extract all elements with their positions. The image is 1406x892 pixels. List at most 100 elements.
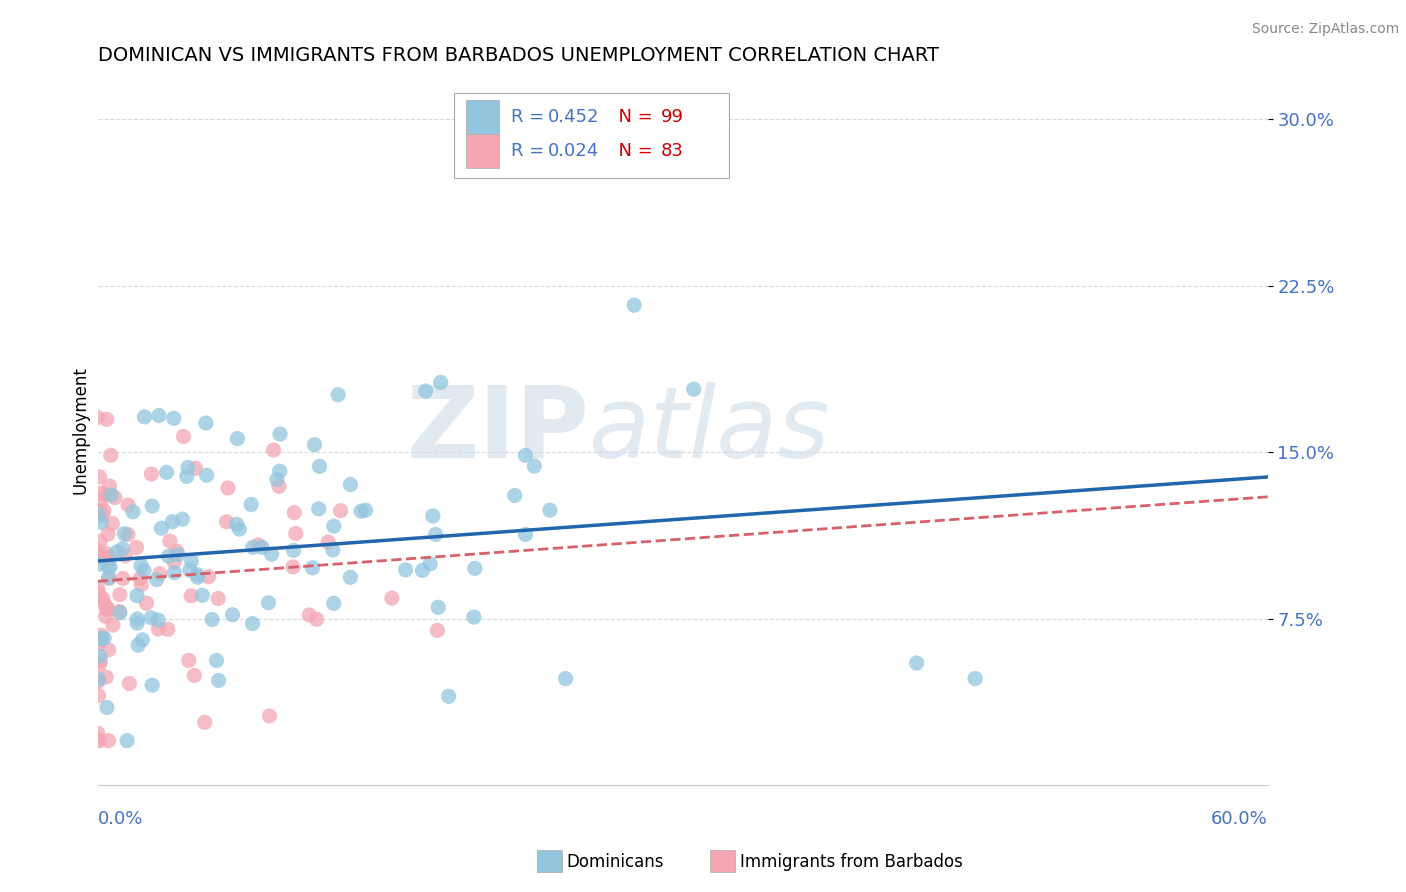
Point bbox=[298, 607, 321, 622]
Point bbox=[201, 612, 224, 626]
Text: Dominicans: Dominicans bbox=[567, 853, 664, 871]
Point bbox=[419, 557, 441, 571]
Point bbox=[100, 488, 122, 502]
Point bbox=[225, 517, 247, 532]
Point bbox=[207, 673, 229, 688]
Point bbox=[177, 460, 200, 475]
Text: R =: R = bbox=[510, 108, 550, 126]
Point bbox=[91, 508, 114, 522]
Point bbox=[96, 601, 118, 615]
Point bbox=[247, 538, 270, 552]
Point bbox=[127, 612, 149, 626]
FancyBboxPatch shape bbox=[467, 100, 499, 134]
Point bbox=[125, 541, 148, 555]
Point bbox=[179, 563, 201, 577]
Point bbox=[339, 570, 361, 584]
Text: 0.0%: 0.0% bbox=[97, 810, 143, 828]
Point bbox=[90, 628, 112, 642]
Point bbox=[194, 416, 217, 430]
Text: 99: 99 bbox=[661, 108, 683, 126]
Point bbox=[538, 503, 561, 517]
Point bbox=[515, 449, 537, 463]
Point bbox=[176, 469, 198, 483]
FancyBboxPatch shape bbox=[454, 93, 730, 178]
Point bbox=[98, 571, 121, 585]
Point bbox=[86, 732, 108, 747]
Point bbox=[429, 376, 451, 390]
Point bbox=[426, 624, 449, 638]
Text: R =: R = bbox=[510, 142, 550, 160]
Point bbox=[226, 432, 249, 446]
Point bbox=[89, 534, 111, 549]
Point bbox=[87, 558, 110, 572]
Point bbox=[90, 632, 112, 646]
Point bbox=[89, 649, 111, 664]
Point bbox=[118, 676, 141, 690]
Point bbox=[104, 491, 127, 505]
Point bbox=[305, 612, 328, 626]
Point bbox=[187, 570, 209, 584]
Point bbox=[87, 508, 110, 522]
Point bbox=[322, 519, 344, 533]
Point bbox=[97, 527, 120, 541]
Point bbox=[96, 700, 118, 714]
Point bbox=[242, 616, 264, 631]
Point bbox=[93, 631, 115, 645]
Point bbox=[180, 554, 202, 568]
Point bbox=[94, 488, 117, 502]
Point bbox=[98, 550, 121, 565]
Point bbox=[148, 622, 170, 636]
Point bbox=[228, 522, 250, 536]
Point bbox=[117, 527, 139, 541]
Text: 0.452: 0.452 bbox=[548, 108, 599, 126]
Point bbox=[191, 588, 214, 602]
Point bbox=[125, 589, 148, 603]
Point bbox=[172, 512, 194, 526]
Point bbox=[269, 427, 291, 442]
Point bbox=[135, 596, 157, 610]
Point bbox=[328, 388, 350, 402]
Point bbox=[98, 479, 121, 493]
Point bbox=[150, 521, 173, 535]
Point bbox=[87, 674, 110, 689]
Point bbox=[114, 549, 136, 563]
Point bbox=[157, 549, 180, 564]
Point bbox=[148, 613, 170, 627]
Point bbox=[166, 544, 188, 558]
Point bbox=[94, 609, 117, 624]
Point bbox=[322, 543, 344, 558]
Point bbox=[184, 461, 207, 475]
Point bbox=[87, 726, 110, 740]
Point bbox=[89, 657, 111, 672]
Point bbox=[96, 602, 118, 616]
Point bbox=[905, 656, 928, 670]
Point bbox=[117, 498, 139, 512]
Point bbox=[425, 527, 447, 541]
Point bbox=[90, 654, 112, 668]
Text: Immigrants from Barbados: Immigrants from Barbados bbox=[740, 853, 963, 871]
Point bbox=[262, 443, 284, 458]
Point bbox=[180, 589, 202, 603]
Point bbox=[515, 527, 537, 541]
Point bbox=[97, 733, 120, 747]
Point bbox=[134, 409, 156, 424]
Point bbox=[100, 448, 122, 462]
Point bbox=[101, 618, 124, 632]
Point bbox=[87, 587, 110, 601]
Point bbox=[283, 543, 305, 558]
Text: ZIP: ZIP bbox=[406, 382, 589, 479]
Point bbox=[89, 496, 111, 510]
Text: N =: N = bbox=[606, 142, 658, 160]
Point bbox=[86, 544, 108, 558]
Point bbox=[129, 571, 152, 585]
Point bbox=[965, 672, 987, 686]
Point bbox=[163, 555, 186, 569]
Point bbox=[205, 653, 228, 667]
Point bbox=[503, 488, 526, 502]
Point bbox=[86, 410, 108, 425]
Point bbox=[141, 499, 163, 513]
Y-axis label: Unemployment: Unemployment bbox=[72, 366, 89, 494]
Point bbox=[422, 508, 444, 523]
Point bbox=[148, 409, 170, 423]
Point bbox=[167, 548, 190, 562]
